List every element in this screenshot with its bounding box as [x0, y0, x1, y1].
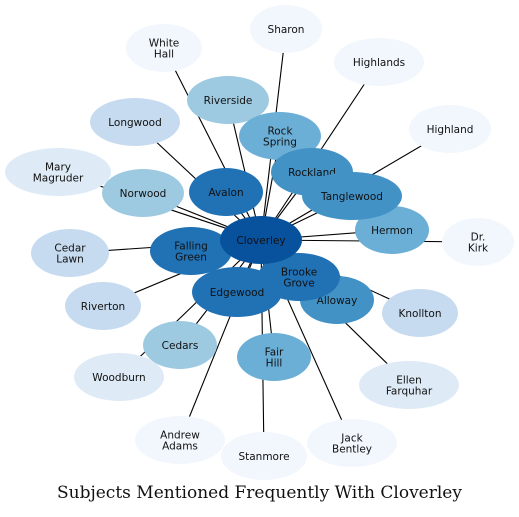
- node-label-cloverley: Cloverley: [236, 235, 285, 247]
- node-highlands: Highlands: [334, 38, 424, 86]
- node-label-mary-magruder: Magruder: [33, 173, 84, 185]
- node-label-knollton: Knollton: [399, 308, 442, 320]
- node-label-rockland: Rockland: [288, 167, 336, 179]
- node-ellipse-brooke-grove: [258, 253, 340, 301]
- node-cloverley: Cloverley: [220, 216, 302, 264]
- node-norwood: Norwood: [102, 169, 184, 217]
- node-label-hermon: Hermon: [371, 225, 413, 237]
- node-ellipse-dr-kirk: [442, 218, 514, 266]
- node-ellipse-rock-spring: [239, 112, 321, 160]
- node-ellipse-woodburn: [74, 353, 164, 401]
- node-label-falling-green: Green: [175, 252, 207, 264]
- node-dr-kirk: Dr.Kirk: [442, 218, 514, 266]
- node-ellipse-norwood: [102, 169, 184, 217]
- node-tanglewood: Tanglewood: [302, 172, 402, 220]
- node-label-riverside: Riverside: [204, 95, 253, 107]
- node-ellipse-hermon: [355, 206, 429, 254]
- node-knollton: Knollton: [382, 289, 458, 337]
- node-label-andrew-adams: Andrew: [160, 430, 200, 442]
- node-ellipse-white-hall: [126, 24, 202, 72]
- node-label-brooke-grove: Grove: [283, 278, 314, 290]
- node-ellipse-ellen-farquhar: [359, 361, 459, 409]
- node-label-cedars: Cedars: [162, 340, 199, 352]
- node-label-mary-magruder: Mary: [45, 162, 71, 174]
- node-ellipse-falling-green: [150, 227, 232, 275]
- node-hermon: Hermon: [355, 206, 429, 254]
- node-ellipse-riverton: [65, 282, 141, 330]
- node-ellipse-mary-magruder: [5, 148, 111, 196]
- node-label-edgewood: Edgewood: [210, 287, 265, 299]
- node-riverton: Riverton: [65, 282, 141, 330]
- node-label-fair-hill: Fair: [265, 347, 284, 359]
- node-label-highlands: Highlands: [353, 57, 405, 69]
- node-avalon: Avalon: [189, 168, 263, 216]
- node-ellipse-sharon: [250, 5, 322, 53]
- node-ellipse-riverside: [187, 76, 269, 124]
- node-ellipse-stanmore: [221, 432, 307, 480]
- node-label-sharon: Sharon: [268, 24, 305, 36]
- node-label-cedar-lawn: Lawn: [56, 254, 84, 266]
- node-riverside: Riverside: [187, 76, 269, 124]
- node-label-jack-bentley: Bentley: [332, 444, 372, 456]
- node-label-longwood: Longwood: [108, 117, 162, 129]
- node-stanmore: Stanmore: [221, 432, 307, 480]
- node-label-norwood: Norwood: [120, 188, 167, 200]
- node-ellipse-fair-hill: [237, 333, 311, 381]
- node-label-ellen-farquhar: Farquhar: [386, 386, 433, 398]
- node-label-white-hall: White: [149, 38, 180, 50]
- node-longwood: Longwood: [90, 98, 180, 146]
- node-label-avalon: Avalon: [208, 187, 243, 199]
- node-label-cedar-lawn: Cedar: [54, 243, 86, 255]
- node-label-dr-kirk: Dr.: [471, 232, 486, 244]
- node-ellipse-highland: [409, 105, 491, 153]
- node-label-rock-spring: Rock: [267, 126, 293, 138]
- node-label-jack-bentley: Jack: [340, 433, 363, 445]
- node-ellipse-andrew-adams: [135, 416, 225, 464]
- node-ellipse-cedar-lawn: [31, 229, 109, 277]
- edge-cloverley-woodburn: [118, 239, 262, 378]
- node-sharon: Sharon: [250, 5, 322, 53]
- node-label-tanglewood: Tanglewood: [320, 191, 383, 203]
- node-label-riverton: Riverton: [81, 301, 125, 313]
- node-label-brooke-grove: Brooke: [281, 267, 317, 279]
- node-label-rock-spring: Spring: [263, 137, 297, 149]
- node-label-stanmore: Stanmore: [238, 451, 289, 463]
- node-ellipse-tanglewood: [302, 172, 402, 220]
- node-ellipse-cloverley: [220, 216, 302, 264]
- node-label-highland: Highland: [427, 124, 474, 136]
- node-ellipse-highlands: [334, 38, 424, 86]
- node-ellipse-avalon: [189, 168, 263, 216]
- node-cedars: Cedars: [143, 321, 217, 369]
- node-label-ellen-farquhar: Ellen: [396, 375, 422, 387]
- node-label-white-hall: Hall: [154, 49, 174, 61]
- node-label-woodburn: Woodburn: [92, 372, 145, 384]
- node-label-alloway: Alloway: [317, 295, 358, 307]
- node-woodburn: Woodburn: [74, 353, 164, 401]
- node-ellipse-jack-bentley: [307, 419, 397, 467]
- node-ellipse-cedars: [143, 321, 217, 369]
- node-label-fair-hill: Hill: [266, 358, 283, 370]
- node-label-falling-green: Falling: [174, 241, 208, 253]
- node-ellipse-knollton: [382, 289, 458, 337]
- node-ellipse-longwood: [90, 98, 180, 146]
- node-label-dr-kirk: Kirk: [468, 243, 489, 255]
- diagram-title: Subjects Mentioned Frequently With Clove…: [57, 483, 462, 503]
- node-label-andrew-adams: Adams: [162, 441, 198, 453]
- node-highland: Highland: [409, 105, 491, 153]
